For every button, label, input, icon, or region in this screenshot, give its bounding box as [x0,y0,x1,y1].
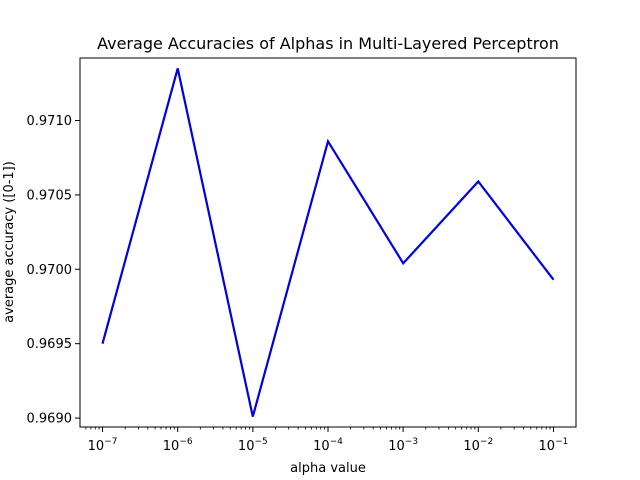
x-tick-label: 10−6 [163,437,193,454]
x-tick-label: 10−2 [463,437,493,454]
y-tick-label: 0.9705 [27,188,73,203]
y-axis-label: average accuracy ([0-1]) [2,161,17,323]
x-tick-label: 10−5 [238,437,268,454]
chart-title: Average Accuracies of Alphas in Multi-La… [97,34,559,53]
axis-ticks: 10−7 10−6 10−5 10−4 10−3 10−2 10−1 0.9690 0.9695… [27,114,569,454]
x-tick-label: 10−4 [313,437,343,454]
x-tick-label: 10−1 [539,437,569,454]
plot-area [101,68,555,417]
x-tick-label: 10−3 [388,437,418,454]
x-axis-label: alpha value [290,461,366,476]
y-tick-label: 0.9690 [27,412,73,427]
y-tick-label: 0.9695 [27,337,73,352]
series-line [101,68,555,417]
y-tick-label: 0.9700 [27,263,73,278]
x-tick-label: 10−7 [88,437,118,454]
axes-frame [79,57,577,428]
y-tick-label: 0.9710 [27,114,73,129]
